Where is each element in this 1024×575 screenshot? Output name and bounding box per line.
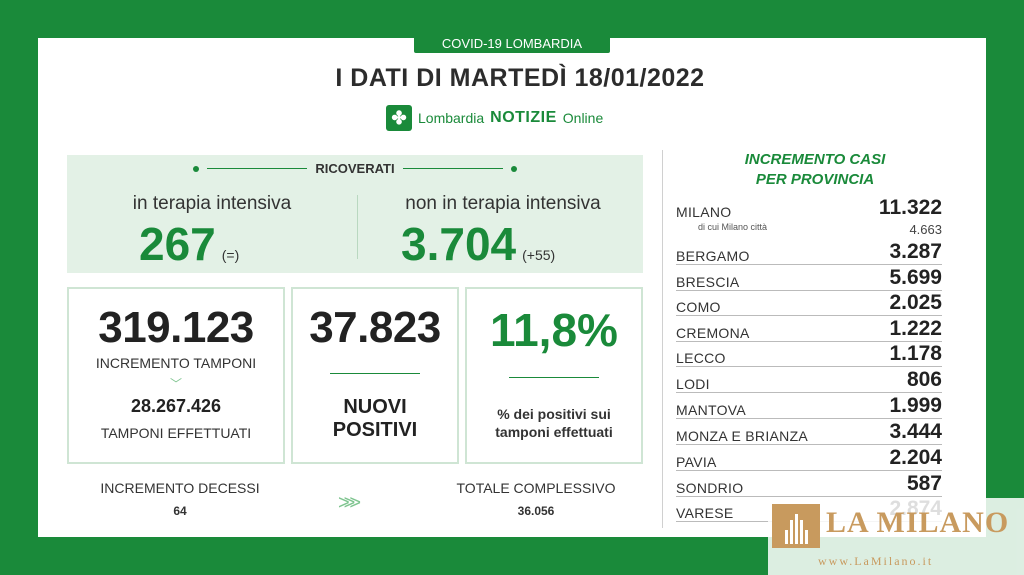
province-row: COMO 2.025 [676, 291, 942, 316]
brand-prefix: Lombardia [418, 110, 485, 126]
tamponi-box: 319.123 INCREMENTO TAMPONI ﹀ 28.267.426 … [67, 287, 285, 464]
tamponi-total-value: 28.267.426 [130, 396, 222, 416]
lombardia-logo-icon: ✤ [386, 105, 412, 131]
percentuale-box: 11,8% % dei positivi sui tamponi effettu… [465, 287, 643, 464]
province-value: 11.322 [878, 196, 942, 219]
brand-suffix: Online [562, 110, 604, 126]
divider [207, 168, 308, 169]
non-intensive-note: (+55) [522, 247, 556, 263]
province-value: 5.699 [889, 266, 942, 289]
ricoverati-header: RICOVERATI [67, 161, 643, 176]
positivi-box: 37.823 NUOVI POSITIVI [291, 287, 459, 464]
province-name: MONZA E BRIANZA [676, 428, 809, 444]
decessi-label: INCREMENTO DECESSI [100, 480, 260, 496]
region-banner: COVID-19 LOMBARDIA [414, 33, 610, 53]
province-value: 2.025 [889, 291, 942, 314]
province-name: LECCO [676, 350, 726, 366]
province-value: 587 [906, 472, 942, 495]
intensive-value: 267 (=) [139, 217, 239, 271]
province-title-2: PER PROVINCIA [755, 171, 875, 188]
province-row: CREMONA 1.222 [676, 317, 942, 342]
province-value: 1.222 [889, 317, 942, 340]
province-name: COMO [676, 299, 721, 315]
province-row: BRESCIA 5.699 [676, 266, 942, 291]
province-value: 1.999 [889, 394, 942, 417]
watermark-name: LA MILANO [826, 506, 1010, 539]
page-title: I DATI DI MARTEDÌ 18/01/2022 [335, 64, 705, 92]
tamponi-label: INCREMENTO TAMPONI [95, 355, 257, 371]
province-name: PAVIA [676, 454, 717, 470]
province-name: MILANO [676, 204, 732, 220]
brand-logo-group: ✤ Lombardia NOTIZIE Online [386, 104, 603, 132]
province-row: MONZA E BRIANZA 3.444 [676, 420, 942, 445]
province-row: BERGAMO 3.287 [676, 240, 942, 265]
province-value: 2.204 [889, 446, 942, 469]
ricoverati-panel: RICOVERATI in terapia intensiva 267 (=) n… [67, 155, 643, 273]
ricoverati-heading: RICOVERATI [315, 161, 395, 176]
intensive-number: 267 [139, 218, 216, 270]
non-intensive-number: 3.704 [401, 218, 517, 270]
divider [330, 373, 420, 374]
divider [357, 195, 358, 259]
province-name: BERGAMO [676, 248, 750, 264]
province-value: 1.178 [889, 342, 942, 365]
divider [509, 377, 599, 378]
intensive-label: in terapia intensiva [132, 193, 292, 214]
positivi-value: 37.823 [309, 303, 441, 352]
province-row: LODI 806 [676, 368, 942, 393]
watermark: LA MILANO www.LaMilano.it [768, 498, 1024, 575]
tamponi-total-label: TAMPONI EFFETTUATI [100, 425, 252, 441]
tamponi-value: 319.123 [98, 303, 254, 352]
divider [662, 150, 663, 528]
province-name: SONDRIO [676, 480, 744, 496]
province-row: SONDRIO 587 [676, 472, 942, 497]
positivi-label-1: NUOVI [343, 396, 407, 418]
milano-city-value: 4.663 [909, 222, 942, 237]
dot-icon [193, 165, 200, 172]
chevrons-right-icon: >>> [338, 492, 361, 514]
brand-bold: NOTIZIE [490, 109, 557, 126]
positivi-label-2: POSITIVI [332, 419, 418, 441]
province-title: INCREMENTO CASI PER PROVINCIA [700, 150, 930, 190]
province-value: 806 [906, 368, 942, 391]
province-name: BRESCIA [676, 274, 740, 290]
totale-label: TOTALE COMPLESSIVO [456, 480, 616, 496]
province-name: LODI [676, 376, 710, 392]
province-row: MANTOVA 1.999 [676, 394, 942, 419]
divider [402, 168, 503, 169]
decessi-block: INCREMENTO DECESSI 64 [80, 480, 280, 518]
province-name: MANTOVA [676, 402, 747, 418]
percentuale-label-2: tamponi effettuati [495, 424, 613, 440]
non-intensive-value: 3.704 (+55) [401, 217, 555, 271]
province-row: PAVIA 2.204 [676, 446, 942, 471]
totale-value: 36.056 [517, 504, 555, 518]
intensive-note: (=) [221, 247, 240, 263]
totale-block: TOTALE COMPLESSIVO 36.056 [436, 480, 636, 518]
province-row: MILANO 11.322 [676, 196, 942, 220]
non-intensive-label: non in terapia intensiva [405, 193, 601, 214]
percentuale-value: 11,8% [490, 304, 618, 356]
province-value: 3.444 [889, 420, 942, 443]
decessi-value: 64 [173, 504, 187, 518]
province-title-1: INCREMENTO CASI [744, 151, 886, 168]
watermark-url: www.LaMilano.it [818, 554, 934, 568]
province-row: LECCO 1.178 [676, 342, 942, 367]
milano-city-note: di cui Milano città 4.663 [676, 222, 942, 237]
dot-icon [510, 165, 517, 172]
province-name: VARESE [676, 505, 734, 521]
province-value: 3.287 [889, 240, 942, 263]
la-milano-logo-icon [772, 504, 820, 548]
province-name: CREMONA [676, 325, 750, 341]
milano-city-label: di cui Milano città [698, 222, 768, 232]
percentuale-label-1: % dei positivi sui [497, 406, 611, 422]
chevron-down-icon: ﹀ [169, 377, 182, 391]
